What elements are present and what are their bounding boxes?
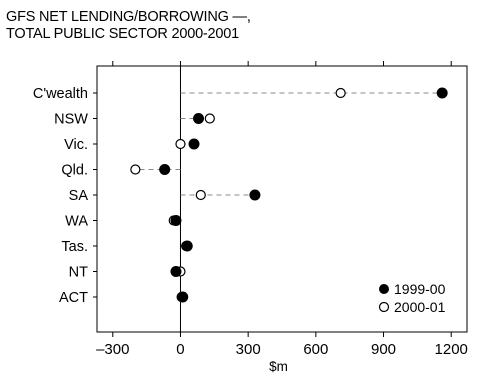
- point-2000-01-c-wealth: [335, 87, 346, 99]
- x-axis-label: $m: [269, 359, 288, 374]
- point-2000-01-nsw: [204, 113, 215, 124]
- category-label-vic: Vic.: [64, 137, 88, 153]
- point-1999-00-qld: [159, 164, 171, 175]
- point-1999-00-tas: [181, 240, 193, 252]
- point-1999-00-c-wealth: [436, 87, 448, 99]
- category-label-qld: Qld.: [61, 163, 88, 179]
- category-label-act: ACT: [59, 290, 88, 306]
- category-label-nsw: NSW: [54, 112, 88, 128]
- point-2000-01-qld: [130, 164, 141, 175]
- x-tick-label: –300: [96, 341, 129, 358]
- category-label-sa: SA: [69, 188, 89, 204]
- chart-title-line-2: TOTAL PUBLIC SECTOR 2000-2001: [6, 26, 240, 42]
- legend-label-1999-00: 1999-00: [394, 281, 446, 297]
- category-label-wa: WA: [65, 214, 88, 230]
- chart-title-line-1: GFS NET LENDING/BORROWING —,: [6, 9, 251, 25]
- point-2000-01-sa: [195, 189, 206, 201]
- category-label-c-wealth: C'wealth: [33, 86, 88, 102]
- legend-marker-1999-00: [379, 284, 389, 294]
- point-1999-00-wa: [170, 215, 182, 226]
- point-1999-00-nsw: [193, 113, 205, 124]
- point-1999-00-act: [177, 291, 189, 303]
- legend-marker-2000-01: [378, 301, 390, 313]
- category-label-tas: Tas.: [61, 239, 88, 255]
- x-tick-label: 600: [303, 341, 328, 358]
- point-2000-01-vic: [175, 138, 186, 150]
- plot-frame: [96, 65, 468, 333]
- point-1999-00-sa: [249, 189, 261, 201]
- category-label-nt: NT: [69, 265, 88, 281]
- x-tick-label: 300: [236, 341, 261, 358]
- legend-label-2000-01: 2000-01: [394, 299, 446, 315]
- chart-title: GFS NET LENDING/BORROWING —, TOTAL PUBLI…: [6, 9, 251, 43]
- point-1999-00-nt: [170, 266, 182, 277]
- point-1999-00-vic: [188, 138, 200, 150]
- x-tick-label: 900: [371, 341, 396, 358]
- x-tick-label: 0: [176, 341, 184, 358]
- x-tick-label: 1200: [435, 341, 468, 358]
